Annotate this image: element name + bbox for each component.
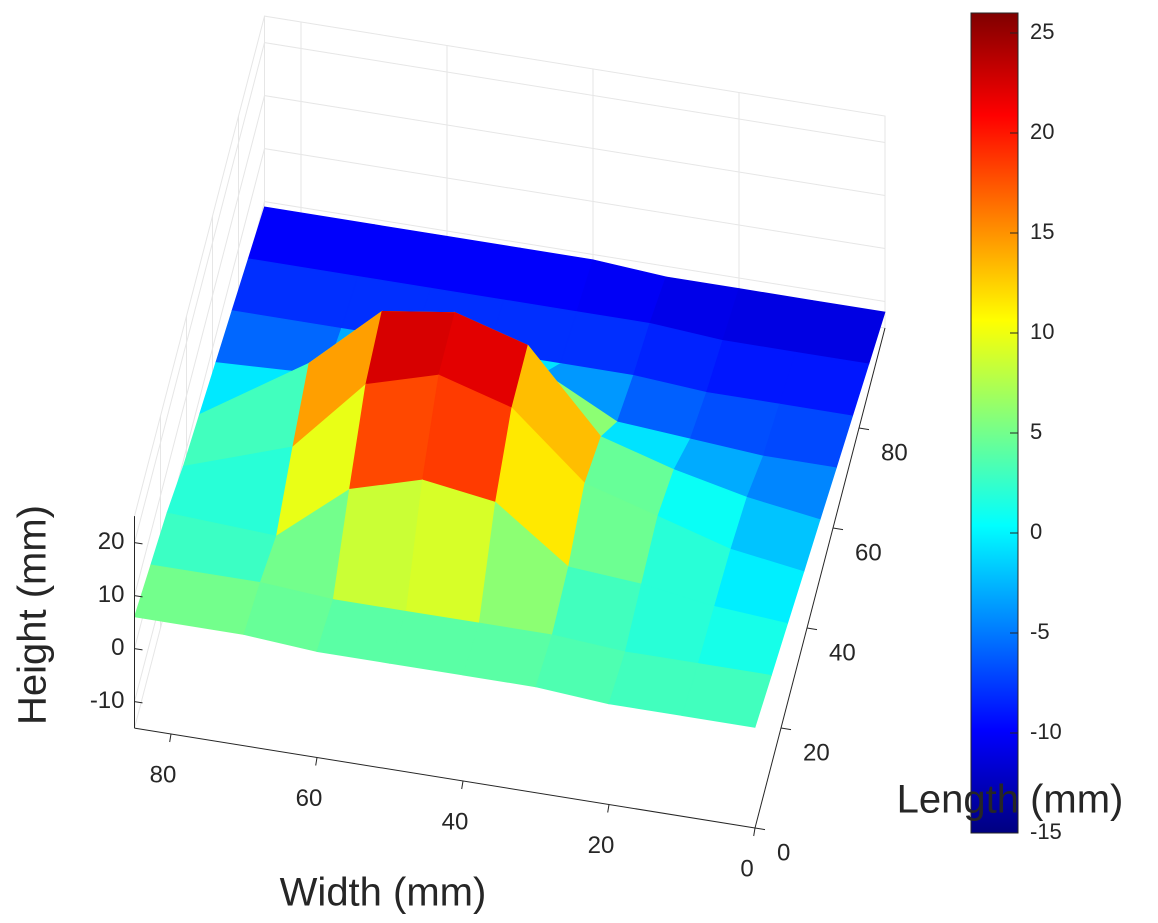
y-tick	[780, 727, 792, 731]
y-axis-label: Length (mm)	[897, 778, 1124, 822]
z-tick	[134, 701, 143, 704]
x-axis-label: Width (mm)	[280, 871, 487, 915]
z-tick-label: -10	[90, 687, 125, 714]
z-tick-label: 20	[98, 528, 125, 555]
x-tick	[169, 733, 172, 743]
x-tick-label: 60	[296, 785, 323, 812]
z-tick	[134, 648, 143, 651]
z-tick	[134, 595, 143, 598]
x-tick-label: 20	[588, 832, 615, 859]
axes: 0 20 40 60 80 0 20 40 60 80 -10 0 10 20	[90, 327, 908, 882]
colorbar-tick-label: 20	[1030, 119, 1054, 144]
z-tick-label: 0	[111, 634, 124, 661]
y-axis-line	[754, 327, 886, 829]
colorbar-tick-label: 15	[1030, 219, 1054, 244]
x-tick	[315, 757, 318, 766]
y-tick	[858, 427, 870, 431]
y-tick	[806, 627, 818, 631]
y-tick	[832, 527, 844, 531]
y-tick-label: 40	[829, 639, 856, 666]
x-tick-label: 40	[442, 808, 469, 835]
y-tick-label: 60	[855, 539, 882, 566]
y-tick	[754, 827, 766, 831]
colorbar-tick-label: 10	[1030, 319, 1054, 344]
x-axis-line	[134, 727, 756, 829]
x-tick	[753, 827, 756, 837]
x-tick	[461, 780, 464, 790]
surface	[133, 206, 886, 728]
colorbar-tick-label: -15	[1030, 819, 1062, 844]
grid-line	[134, 95, 886, 596]
colorbar-scale	[970, 12, 1019, 834]
colorbar: -15 -10 -5 0 5 10 15 20 25	[970, 12, 1062, 844]
colorbar-tick-label: 5	[1030, 419, 1042, 444]
z-axis-label: Height (mm)	[11, 505, 55, 725]
x-tick	[607, 804, 610, 813]
colorbar-tick-label: 25	[1030, 19, 1054, 44]
x-tick-label: 80	[150, 761, 177, 788]
x-tick-label: 0	[740, 855, 753, 882]
surface-patch	[681, 663, 772, 728]
colorbar-tick-label: -10	[1030, 719, 1062, 744]
grid-line	[134, 42, 886, 543]
z-tick	[134, 542, 143, 545]
y-tick-label: 0	[777, 839, 790, 866]
z-tick-label: 10	[98, 581, 125, 608]
y-tick-label: 80	[881, 439, 908, 466]
colorbar-tick-label: -5	[1030, 619, 1050, 644]
colorbar-tick-label: 0	[1030, 519, 1042, 544]
y-tick-label: 20	[803, 739, 830, 766]
